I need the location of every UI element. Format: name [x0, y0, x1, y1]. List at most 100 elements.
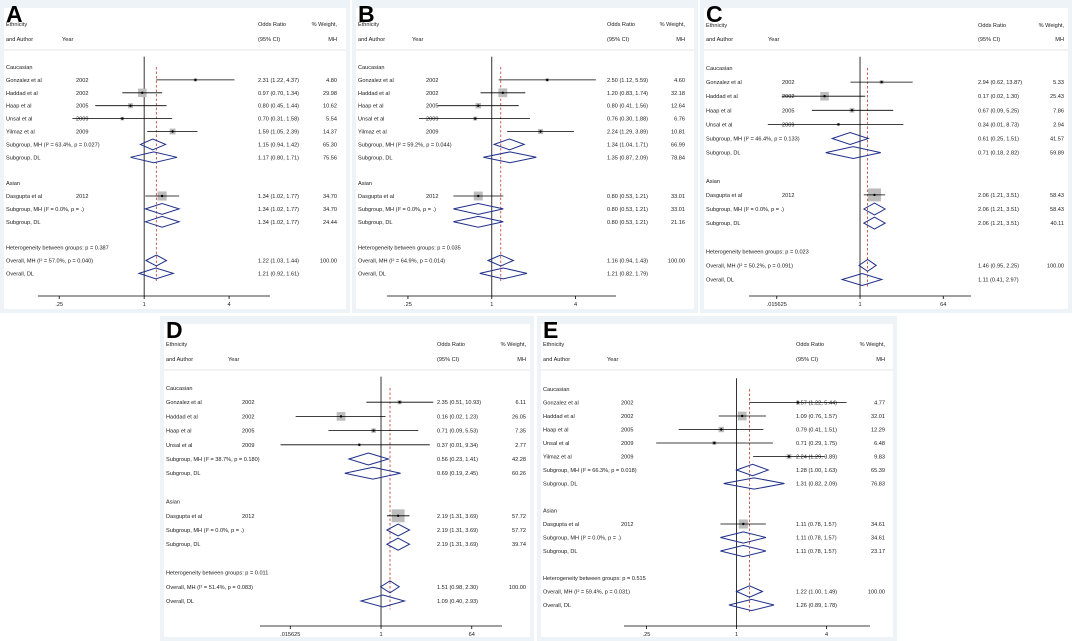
- pooled-label: Overall, DL: [543, 603, 571, 609]
- pooled-weight: 40.11: [1050, 221, 1064, 227]
- pooled-ci: 1.16 (0.94, 1.43): [607, 259, 648, 265]
- pooled-weight: 76.83: [871, 482, 885, 488]
- pooled-diamond: [862, 216, 887, 230]
- header-author: and Author: [358, 37, 385, 43]
- forest-plot-c: C Ethnicity and Author Year Odds Ratio (95% C…: [700, 0, 1072, 313]
- pooled-ci: 1.34 (1.02, 1.77): [258, 220, 299, 226]
- pooled-ci: 0.61 (0.25, 1.51): [978, 137, 1019, 143]
- study-year: 2002: [621, 414, 633, 420]
- point-estimate: [880, 80, 883, 84]
- header-ethnicity: Ethnicity: [6, 22, 27, 28]
- study-label: Gonzalez et al: [166, 400, 202, 406]
- study-label: Gonzalez et al: [543, 401, 579, 407]
- study-label: Unsal et al: [166, 443, 192, 449]
- header-odds-ratio: Odds Ratio: [607, 22, 635, 28]
- pooled-label: Subgroup, DL: [358, 220, 393, 226]
- pooled-label: Subgroup, MH (I² = 63.4%, p = 0.027): [6, 142, 100, 148]
- study-label: Unsal et al: [358, 117, 384, 123]
- pooled-weight: 24.44: [323, 220, 337, 226]
- study-label: Yilmaz et al: [543, 455, 572, 461]
- pooled-diamond: [723, 477, 785, 490]
- pooled-label: Overall, MH (I² = 57.0%, p = 0.040): [6, 259, 93, 265]
- point-estimate: [473, 117, 477, 120]
- header-ci: (95% CI): [607, 37, 629, 43]
- header-weight: % Weight,: [860, 342, 886, 348]
- header-ci: (95% CI): [978, 37, 1000, 43]
- pooled-label: Overall, MH (I² = 51.4%, p = 0.083): [166, 585, 253, 591]
- subgroup-label: Caucasian: [166, 386, 192, 392]
- point-estimate: [398, 401, 401, 404]
- study-weight: 2.94: [1053, 122, 1064, 128]
- study-year: 2012: [76, 194, 88, 200]
- study-weight: 14.37: [323, 130, 337, 136]
- point-estimate: [787, 455, 791, 458]
- heterogeneity-text: Heterogeneity between groups: p = 0.515: [543, 576, 646, 582]
- pooled-diamond: [483, 151, 537, 164]
- study-label: Haap et al: [706, 108, 732, 114]
- header-ethnicity: Ethnicity: [543, 342, 564, 348]
- study-year: 2009: [621, 455, 633, 461]
- study-ci: 0.80 (0.41, 1.56): [607, 104, 648, 110]
- header-ethnicity: Ethnicity: [706, 23, 727, 29]
- study-label: Dasgupta et al: [358, 194, 394, 200]
- header-year: Year: [228, 357, 239, 363]
- pooled-ci: 1.51 (0.98, 2.30): [437, 585, 478, 591]
- pooled-ci: 1.34 (1.04, 1.71): [607, 142, 648, 148]
- study-year: 2009: [76, 117, 88, 123]
- point-estimate: [850, 109, 854, 112]
- pooled-diamond: [453, 202, 504, 215]
- subgroup-label: Asian: [358, 181, 372, 187]
- study-weight: 34.61: [871, 522, 885, 528]
- pooled-diamond: [720, 531, 766, 544]
- study-ci: 2.24 (1.29, 3.89): [607, 130, 648, 136]
- study-ci: 1.34 (1.02, 1.77): [258, 194, 299, 200]
- pooled-diamond: [139, 138, 167, 151]
- study-label: Haap et al: [358, 104, 384, 110]
- pooled-diamond: [385, 537, 411, 551]
- plot-background: [704, 8, 1068, 309]
- plot-background: [164, 324, 530, 637]
- pooled-ci: 1.28 (1.00, 1.63): [796, 468, 837, 474]
- study-year: 2005: [76, 104, 88, 110]
- study-year: 2002: [426, 78, 438, 84]
- point-estimate: [372, 429, 375, 432]
- pooled-weight: 75.56: [323, 155, 337, 161]
- panel-label: B: [358, 1, 375, 27]
- pooled-diamond: [862, 202, 887, 216]
- study-label: Gonzalez et al: [6, 78, 42, 84]
- subgroup-label: Asian: [6, 181, 20, 187]
- forest-plot-e: E Ethnicity and Author Year Odds Ratio (95% C…: [537, 316, 897, 641]
- study-label: Unsal et al: [6, 117, 32, 123]
- study-label: Haap et al: [543, 428, 569, 434]
- study-ci: 2.31 (1.22, 4.37): [258, 78, 299, 84]
- study-label: Haddad et al: [543, 414, 575, 420]
- point-estimate: [742, 522, 745, 526]
- point-estimate: [121, 117, 124, 120]
- pooled-label: Overall, DL: [358, 271, 386, 277]
- pooled-weight: 100.00: [320, 259, 337, 265]
- header-author: and Author: [706, 37, 733, 43]
- x-tick-label: .015625: [280, 632, 300, 638]
- study-weight: 58.43: [1050, 193, 1064, 199]
- header-weight: % Weight,: [1039, 23, 1065, 29]
- pooled-label: Subgroup, MH (I² = 0.0%, p = .): [358, 207, 436, 213]
- study-year: 2009: [621, 441, 633, 447]
- header-odds-ratio: Odds Ratio: [978, 23, 1006, 29]
- header-ethnicity: Ethnicity: [358, 22, 379, 28]
- study-ci: 0.79 (0.41, 1.51): [796, 428, 837, 434]
- subgroup-label: Caucasian: [358, 65, 384, 71]
- study-ci: 0.76 (0.30, 1.88): [607, 117, 648, 123]
- panel-label: A: [6, 1, 23, 27]
- header-ethnicity: Ethnicity: [166, 342, 187, 348]
- study-weight: 26.05: [512, 414, 526, 420]
- pooled-ci: 1.31 (0.82, 2.09): [796, 482, 837, 488]
- pooled-weight: 78.84: [671, 155, 685, 161]
- heterogeneity-text: Heterogeneity between groups: p = 0.035: [358, 246, 461, 252]
- pooled-label: Subgroup, MH (I² = 66.3%, p = 0.018): [543, 468, 637, 474]
- pooled-diamond: [130, 151, 178, 164]
- study-ci: 1.09 (0.76, 1.57): [796, 414, 837, 420]
